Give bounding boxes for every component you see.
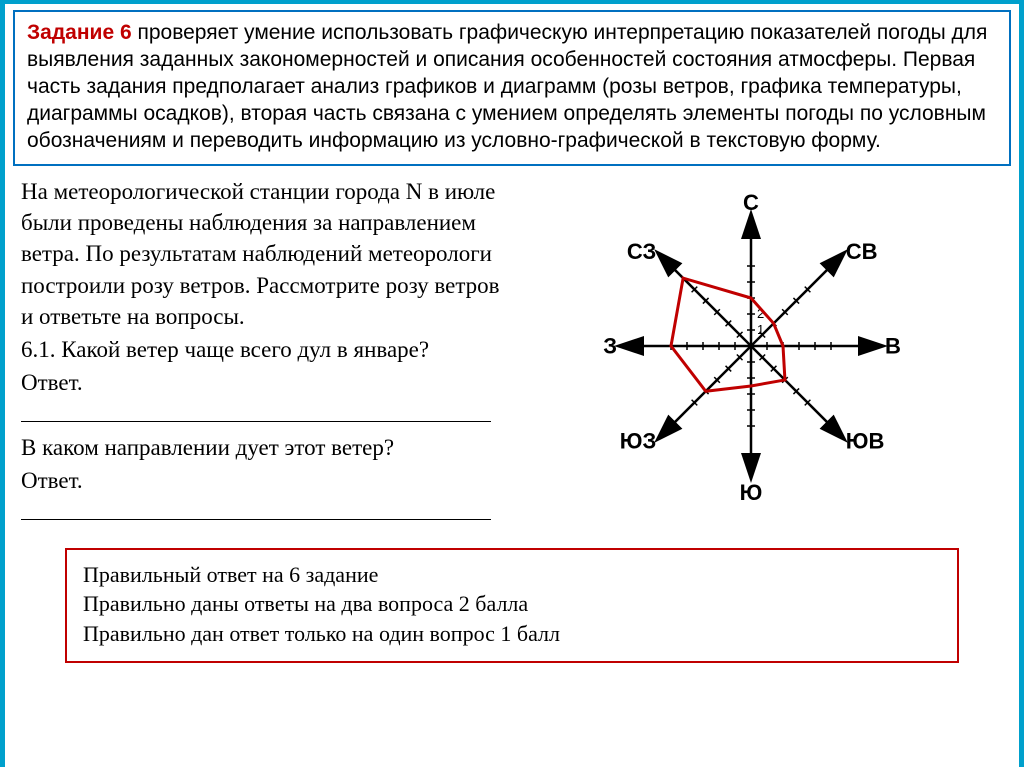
question-text-column: На метеорологической станции города N в … (21, 176, 501, 529)
diagram-column: ССВВЮВЮЮЗЗСЗ12 (501, 176, 1007, 529)
answer-label-2: Ответ. (21, 465, 501, 496)
scoring-line-1: Правильный ответ на 6 задание (83, 560, 941, 590)
answer-blank-1[interactable] (21, 402, 491, 422)
svg-text:1: 1 (757, 322, 764, 337)
page-frame: Задание 6 проверяет умение использовать … (0, 0, 1024, 767)
svg-text:СЗ: СЗ (627, 239, 656, 264)
svg-text:ЮЗ: ЮЗ (620, 429, 656, 454)
scoring-box: Правильный ответ на 6 задание Правильно … (65, 548, 959, 663)
wind-rose-diagram: ССВВЮВЮЮЗЗСЗ12 (501, 176, 981, 526)
answer-blank-2[interactable] (21, 500, 491, 520)
task-description-text: проверяет умение использовать графическу… (27, 21, 987, 152)
svg-text:СВ: СВ (846, 239, 878, 264)
task-number: Задание 6 (27, 21, 132, 44)
svg-text:ЮВ: ЮВ (846, 429, 885, 454)
scoring-line-3: Правильно дан ответ только на один вопро… (83, 619, 941, 649)
content-row: На метеорологической станции города N в … (5, 174, 1019, 529)
svg-text:В: В (885, 334, 901, 359)
svg-text:С: С (743, 190, 759, 215)
question-6-1b: В каком направлении дует этот ветер? (21, 432, 501, 463)
answer-label-1: Ответ. (21, 367, 501, 398)
scoring-line-2: Правильно даны ответы на два вопроса 2 б… (83, 589, 941, 619)
svg-text:Ю: Ю (740, 480, 763, 505)
question-intro: На метеорологической станции города N в … (21, 176, 501, 331)
svg-text:З: З (603, 334, 617, 359)
question-6-1: 6.1. Какой ветер чаще всего дул в январе… (21, 334, 501, 365)
task-description-box: Задание 6 проверяет умение использовать … (13, 10, 1011, 166)
